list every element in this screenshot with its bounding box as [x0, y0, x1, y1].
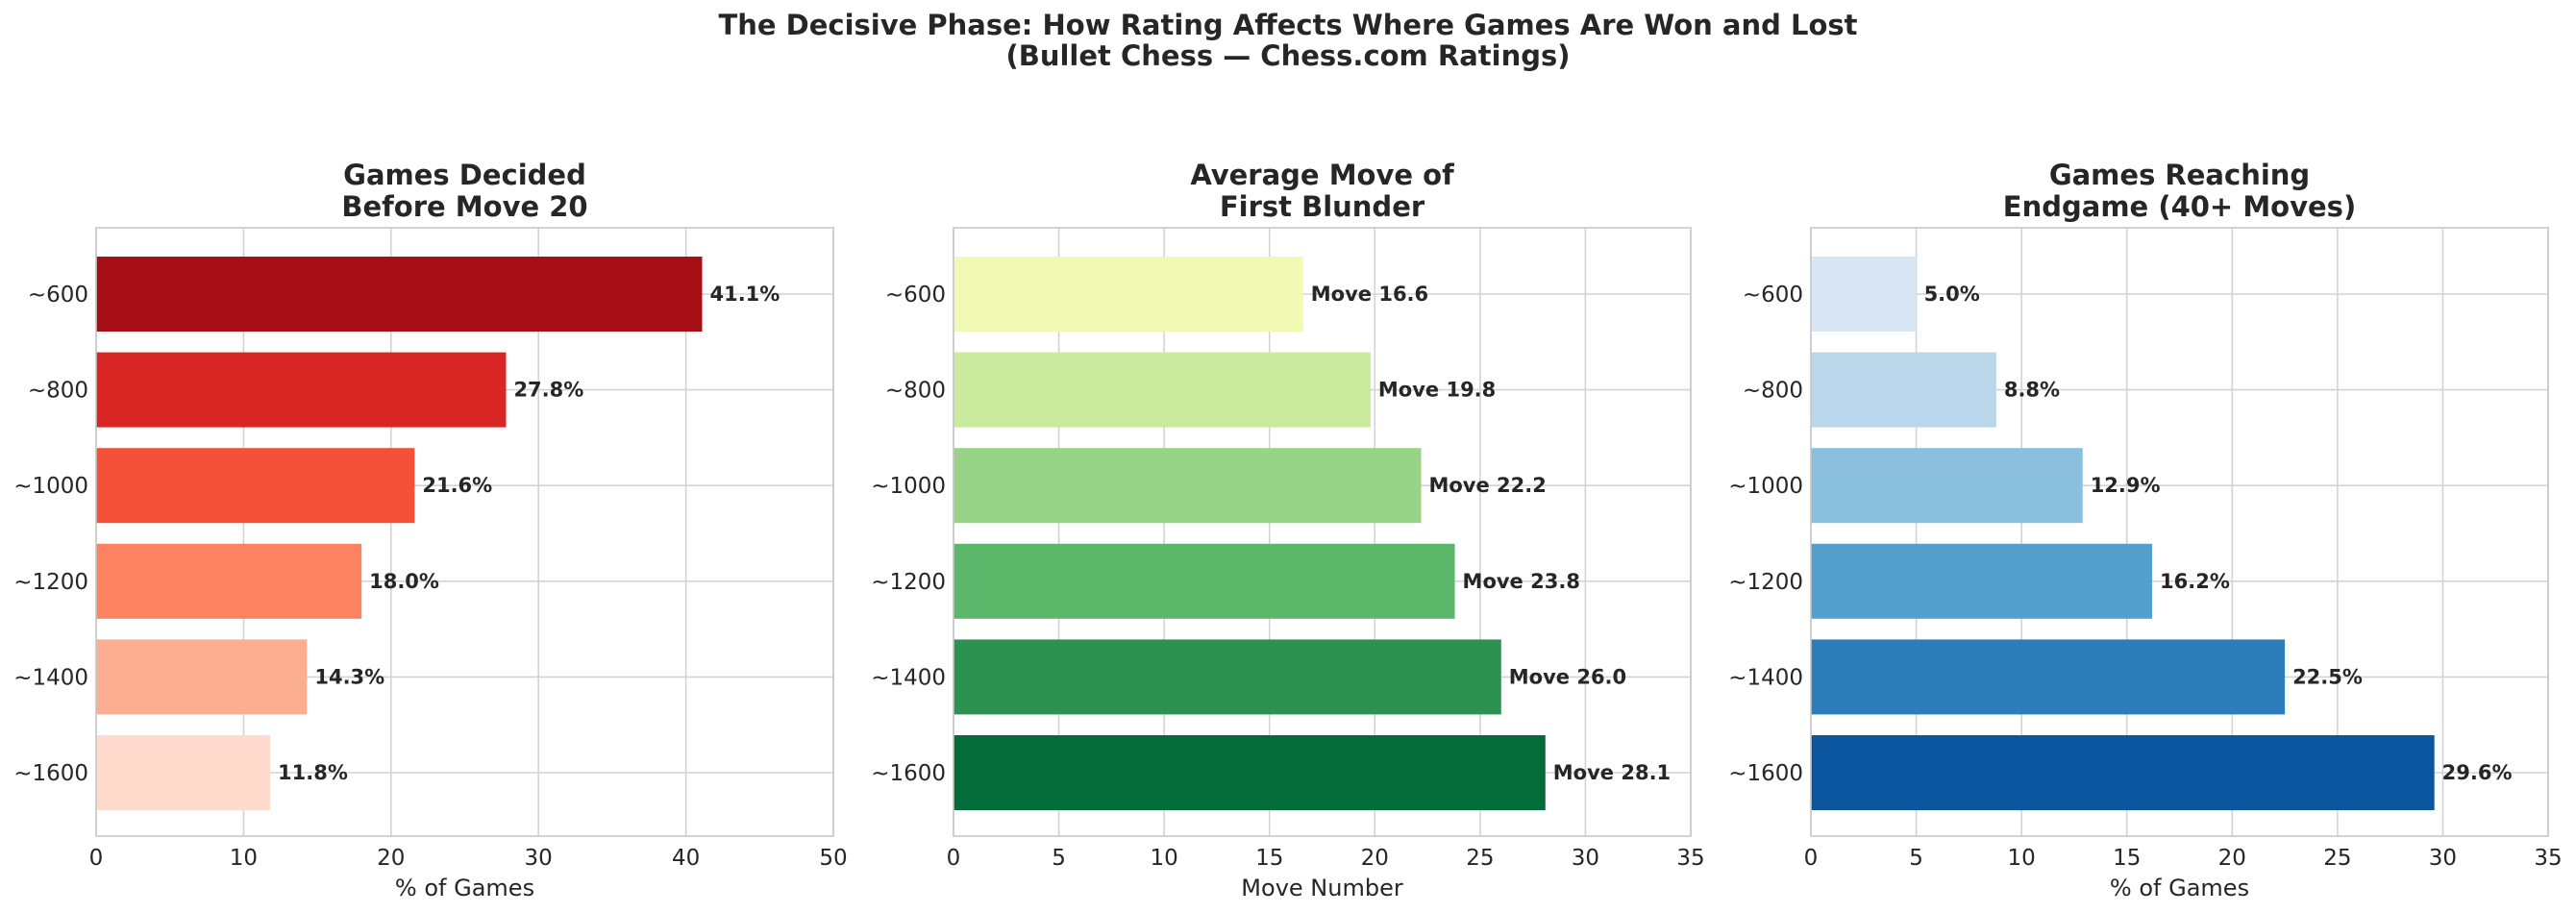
x-tick-label: 40: [672, 846, 700, 871]
bar: [96, 257, 703, 332]
y-tick-label: ~600: [1743, 283, 1803, 308]
x-tick-label: 15: [1255, 846, 1283, 871]
bar: [1811, 639, 2286, 715]
bar-value-label: 16.2%: [2160, 570, 2230, 593]
x-tick-label: 0: [89, 846, 104, 871]
x-tick-label: 50: [819, 846, 847, 871]
bar: [96, 735, 271, 810]
y-tick-label: ~800: [885, 379, 946, 404]
chart-panel-3: 0 5 10 15 20 25 30 35 ~600 ~800 ~1000 ~1200 ~1400 ~16…: [1728, 159, 2562, 901]
x-tick-label: 10: [230, 846, 258, 871]
bar-value-label: 22.5%: [2292, 665, 2363, 688]
x-tick-label: 30: [1572, 846, 1599, 871]
bar: [1811, 543, 2153, 619]
x-tick-label: 10: [1151, 846, 1178, 871]
bar-value-label: Move 28.1: [1553, 761, 1671, 784]
x-tick-label: 20: [2218, 846, 2246, 871]
x-tick-label: 35: [2534, 846, 2562, 871]
panel-title-line-2: Before Move 20: [341, 190, 587, 223]
x-tick-label: 15: [2113, 846, 2141, 871]
y-tick-label: ~1600: [1728, 761, 1803, 786]
x-tick-label: 35: [1676, 846, 1704, 871]
y-tick-label: ~1400: [1728, 665, 1803, 690]
panel-title-line-2: Endgame (40+ Moves): [2003, 190, 2356, 223]
bar: [1811, 352, 1996, 428]
x-tick-label: 25: [1466, 846, 1494, 871]
y-tick-label: ~600: [28, 283, 88, 308]
bar-value-label: Move 16.6: [1311, 283, 1428, 306]
y-tick-label: ~1400: [871, 665, 946, 690]
x-tick-label: 30: [2429, 846, 2457, 871]
x-tick-label: 0: [1804, 846, 1819, 871]
bar-value-label: 18.0%: [369, 570, 439, 593]
bar-value-label: 29.6%: [2442, 761, 2513, 784]
x-tick-label: 10: [2008, 846, 2036, 871]
figure-title: The Decisive Phase: How Rating Affects W…: [0, 10, 2576, 71]
bar: [954, 543, 1455, 619]
y-tick-label: ~1000: [871, 474, 946, 499]
bar: [1811, 448, 2083, 524]
bar: [96, 543, 362, 619]
bar: [1811, 735, 2435, 810]
bar-value-label: Move 19.8: [1378, 379, 1496, 402]
x-tick-label: 0: [947, 846, 961, 871]
x-tick-label: 5: [1909, 846, 1923, 871]
bar: [96, 352, 507, 428]
x-axis-label: % of Games: [395, 875, 534, 901]
bar: [96, 639, 308, 715]
y-tick-label: ~1600: [871, 761, 946, 786]
y-tick-label: ~800: [1743, 379, 1803, 404]
y-tick-label: ~1600: [13, 761, 88, 786]
bar: [954, 257, 1303, 332]
bar: [954, 735, 1546, 810]
bar-value-label: 8.8%: [2004, 379, 2060, 402]
x-tick-label: 20: [377, 846, 405, 871]
bar-value-label: 41.1%: [709, 283, 780, 306]
y-tick-label: ~1000: [13, 474, 88, 499]
figure-title-line-1: The Decisive Phase: How Rating Affects W…: [718, 9, 1858, 41]
panel-title-line-1: Games Decided: [343, 159, 586, 191]
y-tick-label: ~1000: [1728, 474, 1803, 499]
plot-frame: [953, 227, 1692, 837]
y-tick-label: ~1200: [871, 570, 946, 595]
x-tick-label: 30: [525, 846, 553, 871]
bar-value-label: Move 22.2: [1428, 474, 1546, 497]
bar: [954, 352, 1371, 428]
bar-value-label: Move 26.0: [1509, 665, 1626, 688]
y-tick-label: ~600: [885, 283, 946, 308]
panel-title-line-1: Games Reaching: [2049, 159, 2310, 191]
panel-title-line-1: Average Move of: [1190, 159, 1454, 191]
chart-panel-1: 0 10 20 30 40 50 ~600 ~800 ~1000 ~1200 ~1400 ~1600 4…: [13, 159, 847, 901]
bar-value-label: 27.8%: [513, 379, 583, 402]
x-tick-label: 20: [1361, 846, 1389, 871]
bar: [954, 448, 1422, 524]
bar: [1811, 257, 1917, 332]
x-axis-label: % of Games: [2110, 875, 2249, 901]
bar-value-label: 11.8%: [278, 761, 348, 784]
plot-frame: [1810, 227, 2549, 837]
bar-value-label: Move 23.8: [1463, 570, 1580, 593]
bar-value-label: 12.9%: [2091, 474, 2161, 497]
figure-title-line-2: (Bullet Chess — Chess.com Ratings): [1005, 39, 1571, 72]
bar: [954, 639, 1501, 715]
bar-value-label: 14.3%: [314, 665, 384, 688]
x-axis-label: Move Number: [1241, 875, 1403, 901]
y-tick-label: ~1200: [1728, 570, 1803, 595]
chart-panel-2: 0 5 10 15 20 25 30 35 ~600 ~800 ~1000 ~1200 ~1400 ~16…: [871, 159, 1704, 901]
y-tick-label: ~1400: [13, 665, 88, 690]
bar: [96, 448, 415, 524]
bar-value-label: 5.0%: [1924, 283, 1980, 306]
plot-frame: [95, 227, 834, 837]
x-tick-label: 5: [1052, 846, 1066, 871]
y-tick-label: ~1200: [13, 570, 88, 595]
y-tick-label: ~800: [28, 379, 88, 404]
bar-value-label: 21.6%: [422, 474, 492, 497]
x-tick-label: 25: [2323, 846, 2351, 871]
panel-title-line-2: First Blunder: [1220, 190, 1425, 223]
